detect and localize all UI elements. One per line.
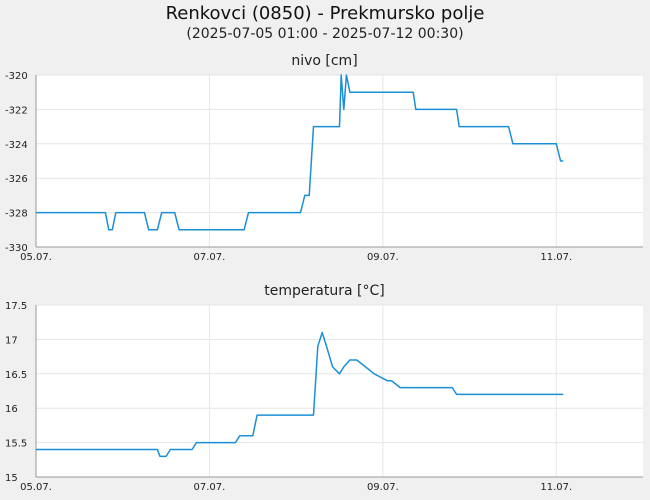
x-tick-label: 07.07. [194,252,226,263]
y-tick-label: -320 [5,71,28,82]
plot-area [36,75,643,247]
y-tick-label: -322 [5,105,28,116]
x-tick-label: 09.07. [367,482,399,493]
y-tick-label: 17.5 [5,301,27,312]
y-tick-label: -326 [5,174,28,185]
panel-title: temperatura [°C] [264,283,384,299]
y-tick-label: -324 [5,140,28,151]
y-tick-label: 15 [5,473,18,484]
panel-title: nivo [cm] [291,53,357,69]
y-tick-label: -330 [5,243,28,254]
x-tick-label: 11.07. [540,252,572,263]
chart-title: Renkovci (0850) - Prekmursko polje [165,3,485,24]
series-line [36,74,564,231]
y-tick-label: 15.5 [5,439,27,450]
x-tick-label: 09.07. [367,252,399,263]
y-tick-label: 16 [5,404,18,415]
x-tick-label: 11.07. [540,482,572,493]
x-tick-label: 07.07. [194,482,226,493]
chart-subtitle: (2025-07-05 01:00 - 2025-07-12 00:30) [186,26,464,42]
series-line [36,331,564,458]
y-tick-label: 16.5 [5,370,27,381]
x-tick-label: 05.07. [20,482,52,493]
plot-area [36,305,643,477]
y-tick-label: 17 [5,335,18,346]
x-tick-label: 05.07. [20,252,52,263]
y-tick-label: -328 [5,209,28,220]
